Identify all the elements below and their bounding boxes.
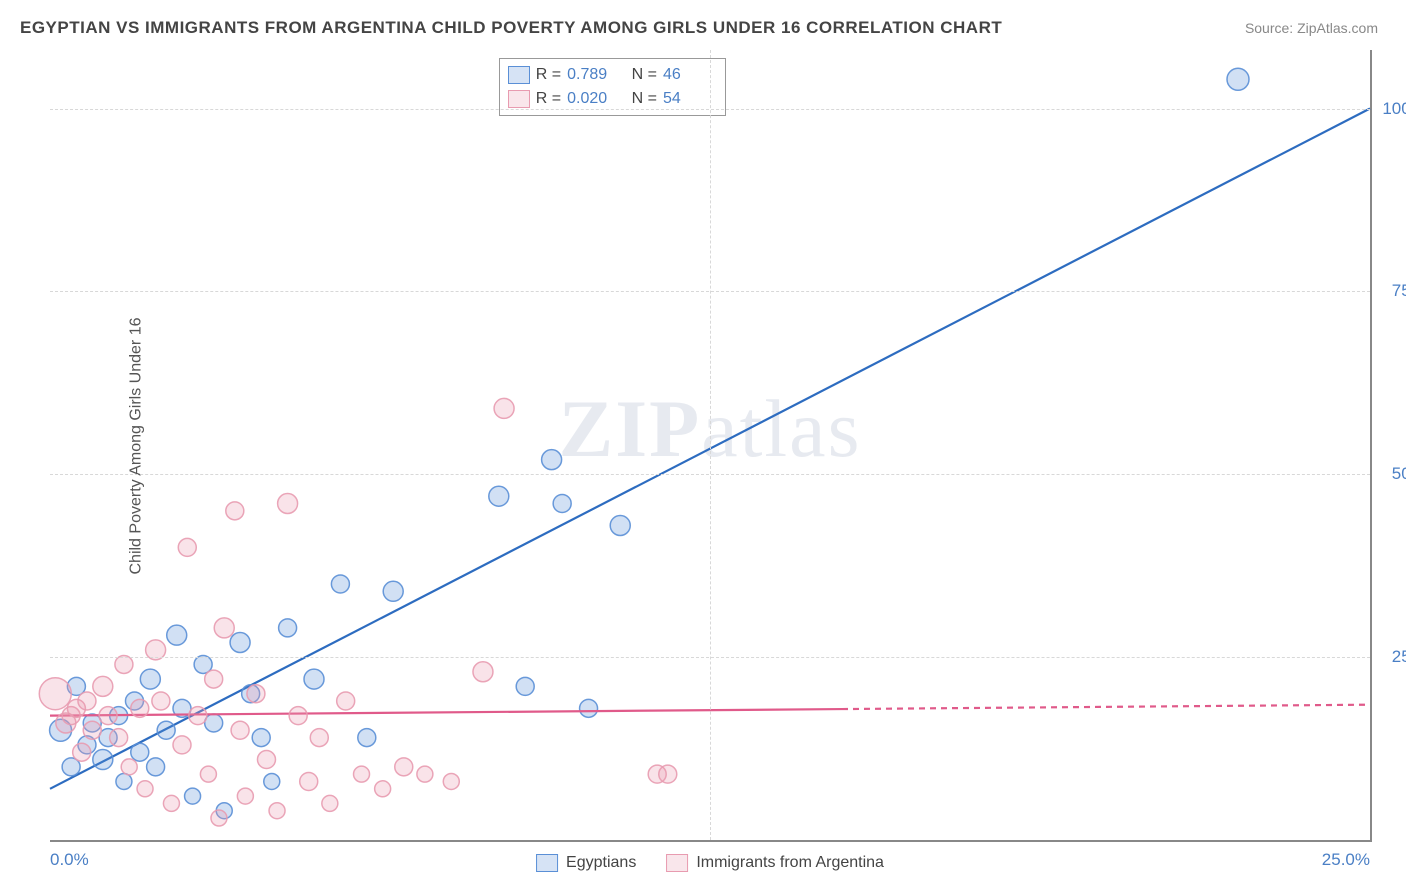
swatch-icon [536, 854, 558, 872]
data-point [300, 772, 318, 790]
data-point [39, 678, 71, 710]
data-point [157, 721, 175, 739]
data-point [289, 707, 307, 725]
data-point [185, 788, 201, 804]
x-tick-label: 0.0% [50, 850, 89, 870]
data-point [231, 721, 249, 739]
plot-area: ZIPatlas R = 0.789 N = 46R = 0.020 N = 5… [50, 50, 1372, 842]
data-point [163, 795, 179, 811]
data-point [247, 685, 265, 703]
data-point [257, 751, 275, 769]
series-legend: Egyptians Immigrants from Argentina [536, 854, 884, 872]
data-point [226, 502, 244, 520]
data-point [322, 795, 338, 811]
data-point [331, 575, 349, 593]
data-point [278, 494, 298, 514]
data-point [516, 677, 534, 695]
data-point [310, 729, 328, 747]
data-point [78, 692, 96, 710]
data-point [115, 655, 133, 673]
data-point [178, 538, 196, 556]
chart-title: EGYPTIAN VS IMMIGRANTS FROM ARGENTINA CH… [20, 18, 1002, 38]
data-point [152, 692, 170, 710]
data-point [443, 773, 459, 789]
data-point [110, 729, 128, 747]
y-tick-label: 100.0% [1382, 99, 1406, 119]
x-tick-label: 25.0% [1322, 850, 1370, 870]
data-point [237, 788, 253, 804]
data-point [99, 707, 117, 725]
data-point [83, 721, 101, 739]
source-attribution: Source: ZipAtlas.com [1245, 20, 1378, 36]
y-tick-label: 75.0% [1392, 281, 1406, 301]
data-point [580, 699, 598, 717]
data-point [358, 729, 376, 747]
data-point [93, 676, 113, 696]
data-point [230, 633, 250, 653]
data-point [200, 766, 216, 782]
y-tick-label: 50.0% [1392, 464, 1406, 484]
data-point [167, 625, 187, 645]
data-point [494, 398, 514, 418]
data-point [383, 581, 403, 601]
data-point [147, 758, 165, 776]
legend-stat-row: R = 0.789 N = 46 [508, 63, 717, 87]
data-point [337, 692, 355, 710]
data-point [189, 707, 207, 725]
data-point [375, 781, 391, 797]
swatch-icon [666, 854, 688, 872]
data-point [131, 699, 149, 717]
data-point [473, 662, 493, 682]
data-point [1227, 68, 1249, 90]
swatch-icon [508, 90, 530, 108]
data-point [269, 803, 285, 819]
data-point [121, 759, 137, 775]
data-point [214, 618, 234, 638]
correlation-legend: R = 0.789 N = 46R = 0.020 N = 54 [499, 58, 726, 116]
data-point [354, 766, 370, 782]
data-point [417, 766, 433, 782]
data-point [542, 450, 562, 470]
data-point [140, 669, 160, 689]
data-point [304, 669, 324, 689]
legend-item-argentina: Immigrants from Argentina [666, 854, 884, 872]
legend-stat-row: R = 0.020 N = 54 [508, 87, 717, 111]
data-point [173, 736, 191, 754]
y-tick-label: 25.0% [1392, 647, 1406, 667]
data-point [553, 495, 571, 513]
data-point [116, 773, 132, 789]
data-point [211, 810, 227, 826]
data-point [279, 619, 297, 637]
data-point [264, 773, 280, 789]
data-point [93, 750, 113, 770]
data-point [252, 729, 270, 747]
data-point [73, 743, 91, 761]
data-point [489, 486, 509, 506]
data-point [205, 670, 223, 688]
legend-item-egyptians: Egyptians [536, 854, 636, 872]
legend-label: Immigrants from Argentina [696, 854, 884, 872]
data-point [395, 758, 413, 776]
data-point [659, 765, 677, 783]
data-point [610, 515, 630, 535]
legend-label: Egyptians [566, 854, 636, 872]
data-point [137, 781, 153, 797]
swatch-icon [508, 66, 530, 84]
data-point [131, 743, 149, 761]
